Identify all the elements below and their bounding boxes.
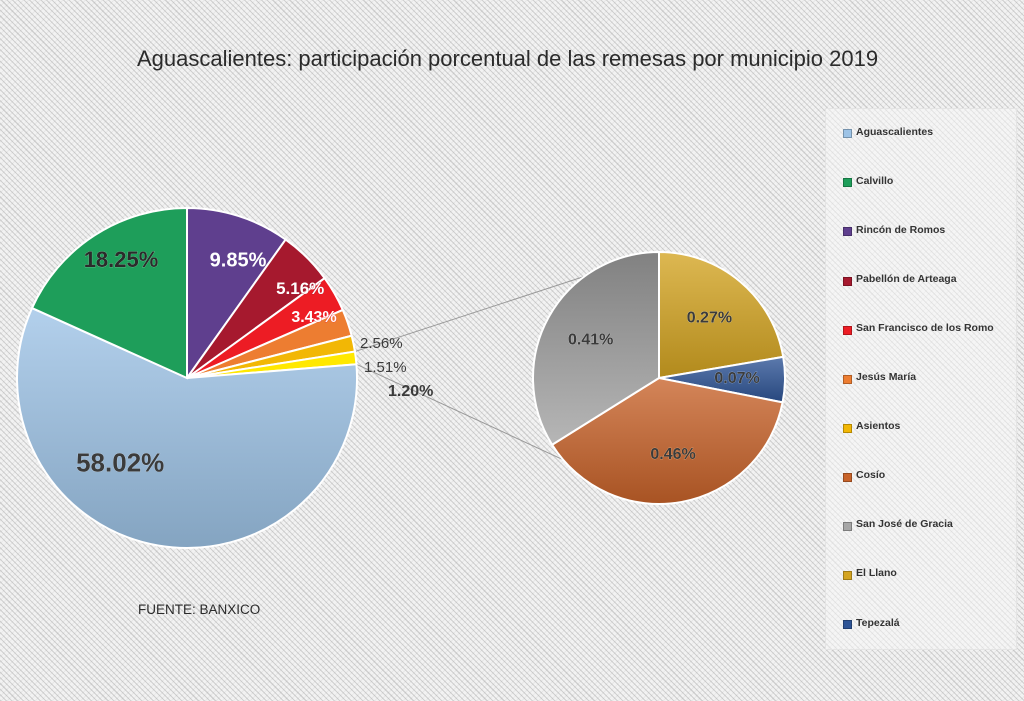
svg-text:0.41%: 0.41%: [568, 331, 613, 348]
svg-text:1.51%: 1.51%: [364, 359, 407, 376]
svg-text:5.16%: 5.16%: [276, 279, 324, 298]
svg-text:9.85%: 9.85%: [210, 249, 267, 271]
svg-text:2.56%: 2.56%: [360, 335, 403, 352]
svg-text:58.02%: 58.02%: [76, 447, 164, 477]
svg-text:0.07%: 0.07%: [714, 370, 759, 387]
svg-text:1.20%: 1.20%: [388, 383, 433, 400]
svg-text:0.46%: 0.46%: [650, 446, 695, 463]
svg-text:3.43%: 3.43%: [291, 309, 336, 326]
svg-text:0.27%: 0.27%: [687, 310, 732, 327]
svg-text:18.25%: 18.25%: [84, 247, 159, 272]
